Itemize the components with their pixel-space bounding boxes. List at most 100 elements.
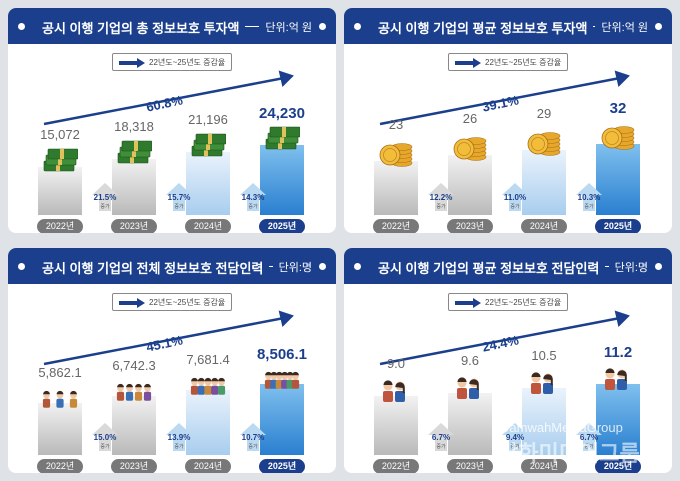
money-stack-icon (43, 148, 79, 172)
year-label: 2025년 (595, 459, 641, 473)
year-label: 2022년 (37, 219, 83, 233)
growth-badge: 11.0% 증가 (500, 181, 530, 211)
chart-panel: 공시 이행 기업의 총 정보보호 투자액 단위:억 원 22년도~25년도 증감율 6… (8, 8, 336, 233)
up-arrow-icon (92, 423, 118, 451)
value-label: 32 (609, 100, 627, 117)
bar-icon (190, 132, 227, 163)
growth-caption: 증가 (174, 204, 184, 210)
bar (260, 384, 304, 455)
year-label: 2025년 (259, 459, 305, 473)
chart-title: 공시 이행 기업의 평균 정보보호 전담인력 (378, 261, 600, 276)
up-arrow-icon (428, 423, 454, 451)
header-separator (605, 266, 609, 267)
bar (38, 403, 82, 455)
bar (374, 161, 418, 215)
legend-label: 22년도~25년도 증감율 (485, 298, 562, 307)
panel-header: 공시 이행 기업의 평균 정보보호 전담인력 단위:명 (344, 248, 672, 284)
up-arrow-icon (166, 183, 192, 211)
coin-stack-icon (601, 126, 635, 150)
bar-icon (116, 378, 152, 407)
value-label: 23 (388, 117, 404, 132)
legend-arrow-icon (119, 58, 145, 68)
growth-caption: 증가 (100, 444, 110, 450)
header-separator (269, 266, 273, 267)
bar (374, 396, 418, 455)
people-group-icon (190, 377, 226, 395)
chart-legend: 22년도~25년도 증감율 (448, 53, 568, 71)
growth-caption: 증가 (510, 444, 520, 450)
bar-icon (600, 120, 636, 155)
person-pair-icon (383, 380, 405, 402)
bar-icon (452, 131, 488, 166)
growth-rate: 13.9% (167, 433, 191, 442)
value-label: 9.0 (386, 356, 406, 371)
year-label: 2023년 (111, 459, 157, 473)
chart-unit: 단위:명 (278, 262, 312, 274)
header-dot (354, 23, 361, 30)
overall-growth-arrow (43, 70, 294, 126)
chart-legend: 22년도~25년도 증감율 (112, 53, 232, 71)
growth-rate: 12.2% (429, 193, 453, 202)
up-arrow-icon (576, 423, 602, 451)
year-label: 2023년 (111, 219, 157, 233)
growth-caption: 증가 (248, 444, 258, 450)
chart-title: 공시 이행 기업의 전체 정보보호 전담인력 (42, 261, 264, 276)
money-stack-icon (265, 126, 301, 150)
value-label: 11.2 (603, 344, 633, 361)
growth-caption: 증가 (436, 204, 446, 210)
header-separator (593, 26, 595, 27)
value-label: 29 (536, 106, 552, 121)
growth-rate: 10.7% (241, 433, 265, 442)
growth-caption: 증가 (584, 444, 594, 450)
growth-badge: 14.3% 증가 (238, 181, 268, 211)
legend-arrow-icon (455, 58, 481, 68)
chart-panel: 공시 이행 기업의 평균 정보보호 투자액 단위:억 원 22년도~25년도 증감율… (344, 8, 672, 233)
growth-caption: 증가 (510, 204, 520, 210)
growth-rate: 9.4% (505, 433, 525, 442)
person-pair-icon (457, 377, 479, 399)
bar (112, 159, 156, 215)
growth-rate: 6.7% (431, 433, 451, 442)
up-arrow-icon (92, 183, 118, 211)
value-label: 6,742.3 (112, 358, 156, 373)
chart-legend: 22년도~25년도 증감율 (112, 293, 232, 311)
value-label: 9.6 (460, 353, 480, 368)
bar-icon (452, 373, 484, 404)
legend-label: 22년도~25년도 증감율 (149, 298, 226, 307)
bar-icon (264, 125, 301, 156)
year-label: 2023년 (447, 459, 493, 473)
year-label: 2024년 (521, 219, 567, 233)
value-label: 24,230 (259, 105, 305, 122)
watermark-latin: DamwahMediaGroup (500, 420, 623, 435)
growth-badge: 13.9% 증가 (164, 421, 194, 451)
legend-arrow-icon (119, 298, 145, 308)
growth-badge: 9.4% 증가 (500, 421, 530, 451)
growth-badge: 21.5% 증가 (90, 181, 120, 211)
growth-caption: 증가 (174, 444, 184, 450)
panel-header: 공시 이행 기업의 평균 정보보호 투자액 단위:억 원 (344, 8, 672, 44)
year-label: 2023년 (447, 219, 493, 233)
bar-icon (42, 385, 78, 414)
header-separator (245, 26, 259, 27)
overall-growth-arrow (43, 310, 294, 366)
person-pair-icon (531, 372, 553, 394)
overall-growth-arrow (379, 310, 630, 366)
bar-icon (378, 376, 410, 407)
up-arrow-icon (502, 423, 528, 451)
bar (260, 145, 304, 215)
growth-badge: 10.3% 증가 (574, 181, 604, 211)
chart-unit: 단위:명 (614, 262, 648, 274)
up-arrow-icon (428, 183, 454, 211)
header-dot (354, 263, 361, 270)
bar (38, 167, 82, 215)
chart-title: 공시 이행 기업의 평균 정보보호 투자액 (378, 21, 588, 36)
growth-caption: 증가 (436, 444, 446, 450)
up-arrow-icon (502, 183, 528, 211)
coin-stack-icon (379, 143, 413, 167)
bar (186, 390, 230, 455)
bar-icon (600, 364, 632, 395)
year-label: 2025년 (259, 219, 305, 233)
bar-icon (42, 147, 79, 178)
bar (112, 396, 156, 455)
chart-title: 공시 이행 기업의 총 정보보호 투자액 (42, 21, 240, 36)
